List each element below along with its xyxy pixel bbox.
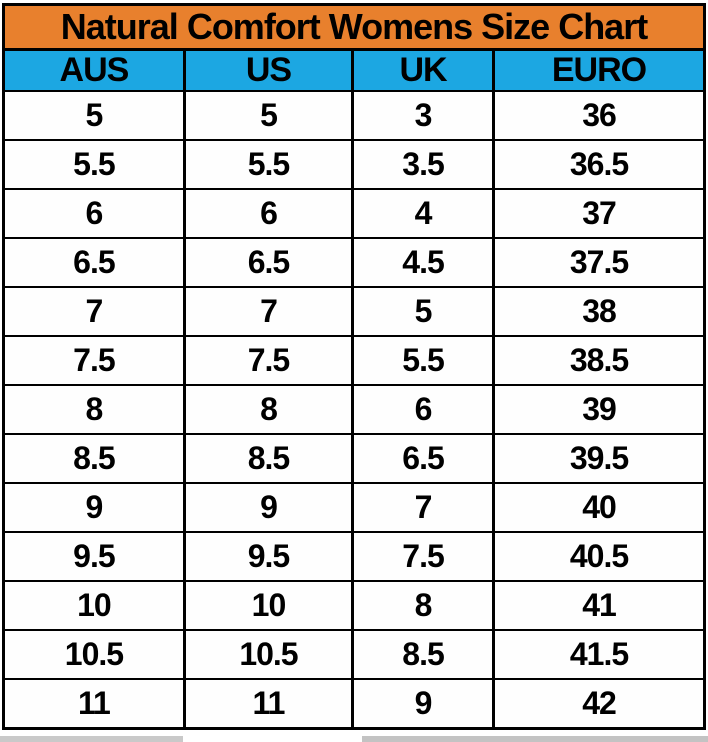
size-cell: 4 [351, 188, 495, 239]
size-cell: 42 [491, 678, 707, 729]
size-cell: 7.5 [2, 335, 186, 386]
size-cell: 4.5 [351, 237, 495, 288]
size-cell: 3.5 [351, 139, 495, 190]
size-cell: 11 [2, 678, 186, 729]
size-cell: 39 [491, 384, 707, 435]
size-cell: 6 [351, 384, 495, 435]
size-cell: 5 [351, 286, 495, 337]
table-row: 9.5 9.5 7.5 40.5 [2, 531, 707, 582]
size-cell: 7 [182, 286, 355, 337]
size-cell: 5.5 [351, 335, 495, 386]
size-cell: 8.5 [2, 433, 186, 484]
size-cell: 5.5 [182, 139, 355, 190]
table-row: 5.5 5.5 3.5 36.5 [2, 139, 707, 190]
size-cell: 8 [2, 384, 186, 435]
table-row: 7 7 5 38 [2, 286, 707, 337]
size-cell: 6 [182, 188, 355, 239]
size-cell: 5.5 [2, 139, 186, 190]
column-header-uk: UK [351, 48, 495, 92]
size-table-body: 5 5 3 36 5.5 5.5 3.5 36.5 6 6 4 37 6.5 6.5 4.5 37.5 7 7 5 3… [2, 90, 707, 729]
size-cell: 5 [182, 90, 355, 141]
size-cell: 36.5 [491, 139, 707, 190]
table-row: 11 11 9 42 [2, 678, 707, 729]
size-cell: 37 [491, 188, 707, 239]
table-row: 5 5 3 36 [2, 90, 707, 141]
size-cell: 38 [491, 286, 707, 337]
size-cell: 6.5 [182, 237, 355, 288]
table-row: 7.5 7.5 5.5 38.5 [2, 335, 707, 386]
size-cell: 10.5 [2, 629, 186, 680]
table-row: 8 8 6 39 [2, 384, 707, 435]
table-row: 10.5 10.5 8.5 41.5 [2, 629, 707, 680]
title-row: Natural Comfort Womens Size Chart [2, 3, 706, 51]
size-cell: 37.5 [491, 237, 707, 288]
size-cell: 9 [2, 482, 186, 533]
size-chart-head: Natural Comfort Womens Size Chart AUS US… [2, 3, 707, 92]
size-cell: 9 [351, 678, 495, 729]
size-cell: 8 [182, 384, 355, 435]
bottom-strip-segment [0, 736, 183, 742]
size-cell: 7 [2, 286, 186, 337]
size-cell: 8.5 [182, 433, 355, 484]
table-row: 6.5 6.5 4.5 37.5 [2, 237, 707, 288]
size-cell: 11 [182, 678, 355, 729]
size-cell: 10 [182, 580, 355, 631]
size-cell: 9.5 [182, 531, 355, 582]
column-header-row: AUS US UK EURO [2, 48, 707, 92]
size-cell: 38.5 [491, 335, 707, 386]
size-cell: 9.5 [2, 531, 186, 582]
size-cell: 36 [491, 90, 707, 141]
bottom-edge-strip [0, 736, 708, 742]
size-cell: 41 [491, 580, 707, 631]
column-header-euro: EURO [491, 48, 707, 92]
size-cell: 7.5 [351, 531, 495, 582]
size-cell: 6.5 [351, 433, 495, 484]
size-cell: 3 [351, 90, 495, 141]
size-cell: 6.5 [2, 237, 186, 288]
size-cell: 39.5 [491, 433, 707, 484]
size-cell: 40.5 [491, 531, 707, 582]
size-cell: 6 [2, 188, 186, 239]
size-cell: 10.5 [182, 629, 355, 680]
size-chart-table: Natural Comfort Womens Size Chart AUS US… [2, 3, 707, 730]
table-row: 10 10 8 41 [2, 580, 707, 631]
size-cell: 41.5 [491, 629, 707, 680]
bottom-strip-segment [362, 736, 708, 742]
size-cell: 40 [491, 482, 707, 533]
size-cell: 7 [351, 482, 495, 533]
size-cell: 5 [2, 90, 186, 141]
table-row: 6 6 4 37 [2, 188, 707, 239]
table-row: 8.5 8.5 6.5 39.5 [2, 433, 707, 484]
size-cell: 7.5 [182, 335, 355, 386]
chart-title: Natural Comfort Womens Size Chart [2, 3, 706, 51]
bottom-strip-segment [183, 736, 362, 742]
size-cell: 8 [351, 580, 495, 631]
size-cell: 8.5 [351, 629, 495, 680]
size-cell: 9 [182, 482, 355, 533]
column-header-aus: AUS [2, 48, 186, 92]
table-row: 9 9 7 40 [2, 482, 707, 533]
size-cell: 10 [2, 580, 186, 631]
column-header-us: US [182, 48, 355, 92]
